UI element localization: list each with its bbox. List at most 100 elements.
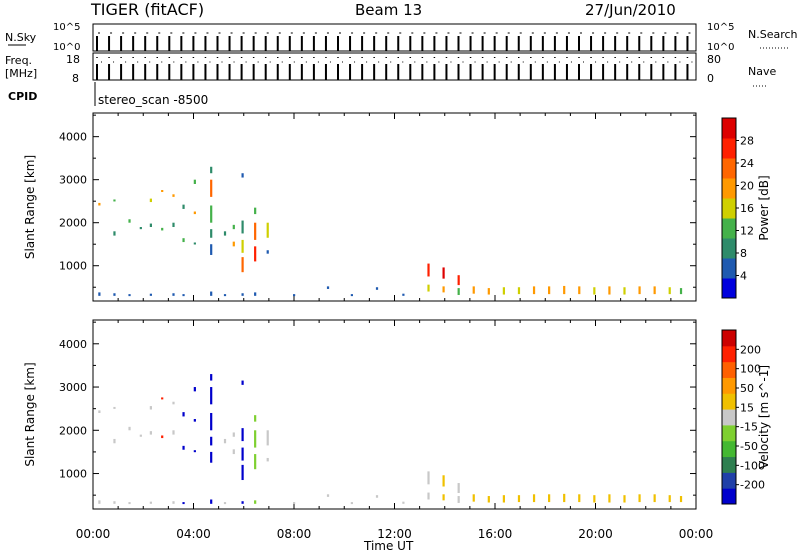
- velocity-mark: [128, 426, 131, 431]
- power-mark: [232, 241, 235, 247]
- power-mark: [254, 292, 257, 296]
- velocity-mark: [210, 412, 213, 431]
- nave-tick-bottom: 0: [707, 72, 714, 85]
- power-mark: [402, 293, 405, 296]
- velocity-mark: [241, 464, 244, 481]
- power-mark: [98, 202, 101, 206]
- velocity-colorbar: -200 -100 -50 -15 15 50 100 200 Velocity [m s^-1…: [721, 329, 771, 505]
- power-mark: [161, 227, 164, 231]
- date-title: 27/Jun/2010: [585, 1, 676, 19]
- colorbar-swatch: [722, 178, 736, 199]
- velocity-mark: [149, 501, 152, 504]
- colorbar-tick-label: -15: [740, 421, 758, 434]
- velocity-mark: [161, 435, 164, 439]
- y-tick-label: 4000: [59, 338, 87, 351]
- power-mark: [578, 286, 581, 295]
- colorbar-swatch: [722, 278, 736, 299]
- velocity-mark: [193, 419, 196, 422]
- colorbar-tick-label: 8: [740, 247, 747, 260]
- nave-tick-top: 80: [707, 53, 721, 66]
- velocity-mark: [548, 494, 551, 503]
- power-mark: [210, 229, 213, 238]
- x-tick-label: 00:00: [76, 527, 111, 541]
- power-mark: [241, 257, 244, 273]
- velocity-mark: [172, 401, 175, 405]
- power-mark: [241, 293, 244, 296]
- velocity-mark: [266, 457, 269, 462]
- colorbar-swatch: [722, 409, 736, 426]
- x-tick-label: 20:00: [578, 527, 613, 541]
- velocity-mark: [457, 496, 460, 503]
- velocity-mark: [578, 494, 581, 503]
- velocity-mark: [210, 499, 213, 504]
- velocity-mark: [182, 412, 185, 417]
- velocity-mark: [266, 430, 269, 446]
- power-mark: [241, 220, 244, 234]
- velocity-mark: [293, 502, 296, 505]
- power-mark: [608, 286, 611, 295]
- velocity-mark: [241, 428, 244, 442]
- power-mark: [241, 239, 244, 253]
- power-mark: [223, 294, 227, 297]
- velocity-mark: [172, 430, 175, 435]
- velocity-mark: [210, 374, 213, 381]
- power-mark: [487, 288, 490, 295]
- velocity-mark: [232, 449, 235, 455]
- x-tick-label: 16:00: [478, 527, 513, 541]
- velocity-mark: [623, 495, 626, 503]
- power-mark: [161, 190, 164, 193]
- power-mark: [638, 286, 641, 295]
- freq-tick-top: 18: [66, 53, 80, 66]
- freq-unit: [MHz]: [5, 67, 37, 80]
- x-tick-label: 12:00: [377, 527, 412, 541]
- nsearch-tick-bottom: 10^0: [707, 42, 734, 53]
- power-mark: [427, 263, 430, 277]
- velocity-mark: [668, 495, 671, 503]
- velocity-mark: [457, 483, 460, 493]
- velocity-mark: [563, 493, 566, 503]
- y-tick-label: 2000: [59, 424, 87, 437]
- power-mark: [517, 287, 521, 295]
- power-mark: [98, 292, 101, 296]
- colorbar-swatch: [722, 218, 736, 239]
- velocity-mark: [98, 500, 101, 504]
- y-tick-label: 3000: [59, 174, 87, 187]
- colorbar-swatch: [722, 258, 736, 279]
- velocity-mark: [517, 495, 521, 503]
- power-mark: [210, 244, 213, 255]
- cpid-value: stereo_scan -8500: [98, 93, 208, 107]
- power-mark: [113, 293, 116, 296]
- colorbar-swatch: [722, 330, 736, 347]
- time-axis: 00:00 04:00 08:00 12:00 16:00 20:00 00:00: [76, 527, 714, 541]
- power-mark: [210, 179, 213, 197]
- y-tick-label: 4000: [59, 131, 87, 144]
- power-mark: [182, 204, 185, 209]
- velocity-mark: [149, 431, 152, 435]
- station-title: TIGER (fitACF): [90, 0, 204, 19]
- y-axis-title: Slant Range [km]: [23, 362, 37, 466]
- power-mark: [442, 286, 445, 293]
- colorbar-title: Power [dB]: [757, 175, 771, 240]
- colorbar-swatch: [722, 138, 736, 159]
- colorbar-swatch: [722, 472, 736, 489]
- power-mark: [266, 222, 269, 238]
- freq-strip-frame: [92, 52, 697, 81]
- colorbar-swatch: [722, 118, 736, 139]
- velocity-mark: [254, 500, 257, 504]
- power-mark: [210, 166, 213, 174]
- colorbar-swatch: [722, 198, 736, 219]
- colorbar-tick-label: 200: [740, 343, 761, 356]
- power-mark: [254, 246, 257, 262]
- velocity-mark: [182, 445, 185, 450]
- power-mark: [442, 267, 445, 279]
- velocity-mark: [241, 501, 244, 504]
- velocity-mark: [254, 454, 257, 470]
- colorbar-frame: [721, 329, 737, 505]
- power-mark: [679, 288, 683, 295]
- velocity-mark: [402, 501, 405, 504]
- power-mark: [563, 285, 566, 295]
- velocity-mark: [223, 438, 227, 444]
- power-mark: [149, 223, 152, 228]
- colorbar-tick-label: 100: [740, 363, 761, 376]
